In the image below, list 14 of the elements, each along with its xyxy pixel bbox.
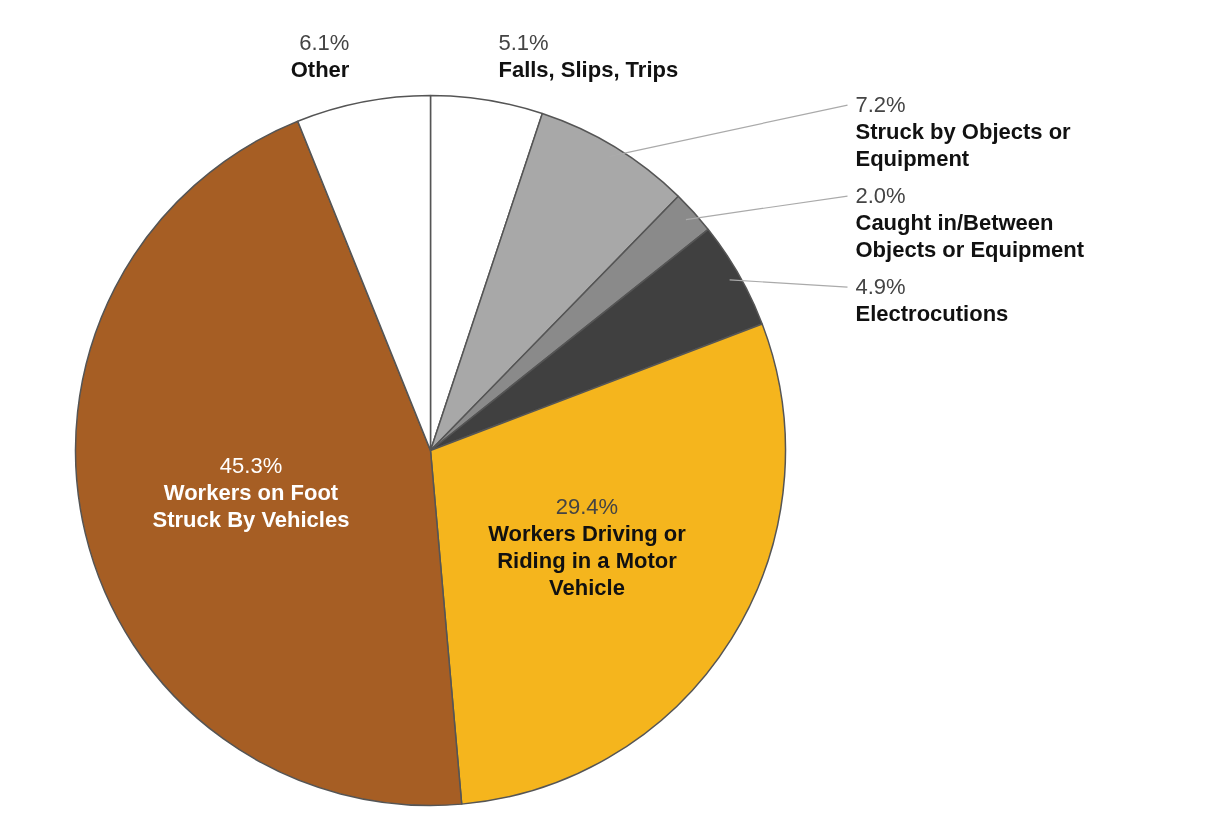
data-label: 6.1% xyxy=(299,29,350,55)
slice-label: Workers on Foot Struck By Vehicles xyxy=(152,480,350,533)
data-label: 4.9% xyxy=(855,273,906,299)
data-label: 5.1% xyxy=(498,29,549,55)
slice-label: Workers Driving or Riding in a Motor Vehicle xyxy=(488,521,687,601)
slice-label: Electrocutions xyxy=(855,300,1009,326)
slice-label: Falls, Slips, Trips xyxy=(498,56,679,82)
data-label: 45.3% xyxy=(219,453,283,479)
data-label: 7.2% xyxy=(855,91,906,117)
data-label: 2.0% xyxy=(855,182,906,208)
data-label: 29.4% xyxy=(555,494,619,520)
slice-label: Caught in/Between Objects or Equipment xyxy=(855,209,1085,262)
slice-label: Struck by Objects or Equipment xyxy=(855,118,1072,171)
slice-label: Other xyxy=(290,56,350,82)
